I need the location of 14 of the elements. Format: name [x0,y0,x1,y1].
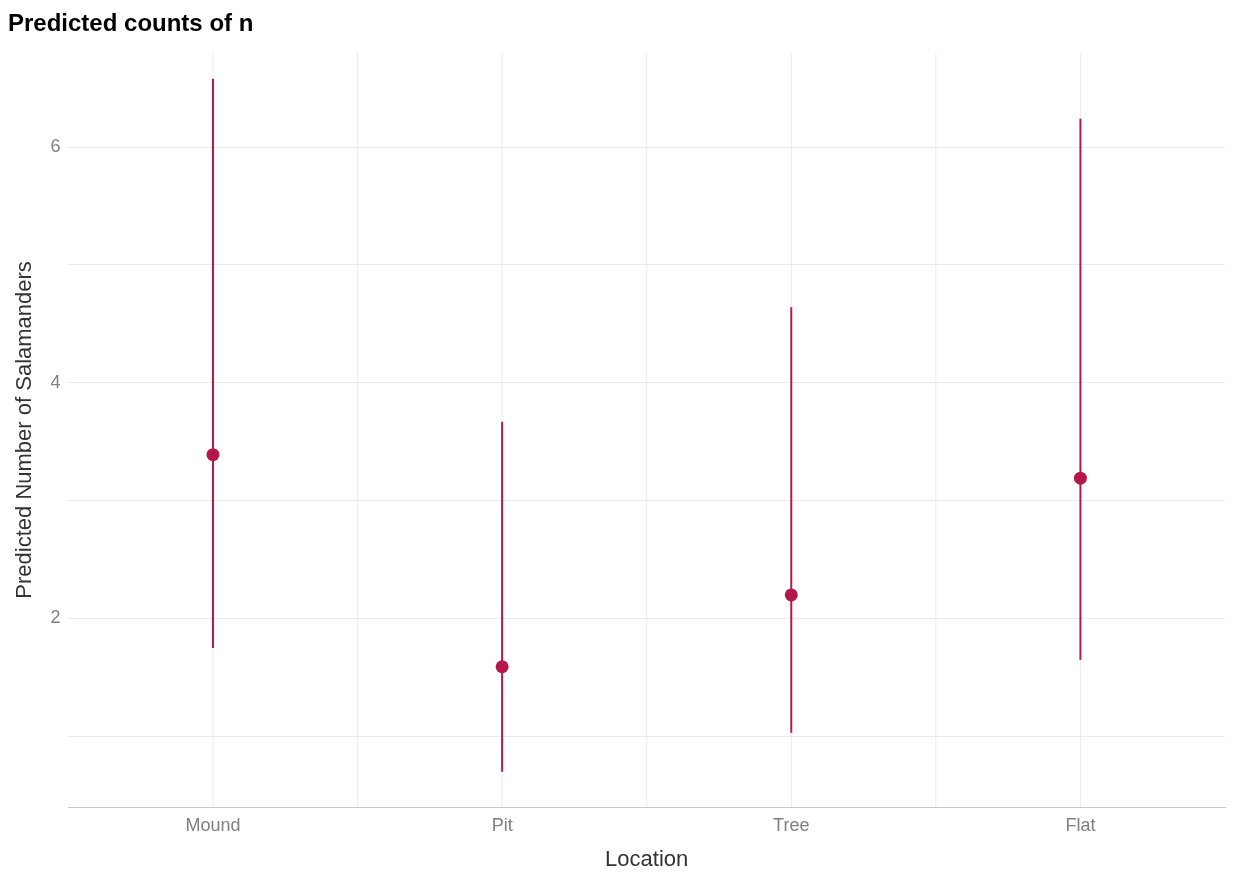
x-axis-title: Location [605,845,689,871]
x-tick-label: Pit [491,814,513,835]
y-tick-label: 6 [50,136,61,157]
y-tick-label: 2 [50,607,61,628]
x-tick-label: Mound [185,814,241,835]
y-axis-title: Predicted Number of Salamanders [11,261,37,599]
point [784,588,798,602]
point [1073,471,1087,485]
x-tick-label: Tree [773,814,810,835]
chart-title: Predicted counts of n [8,9,254,37]
point [206,448,220,462]
y-tick-label: 4 [50,371,61,392]
x-tick-label: Flat [1065,814,1096,835]
point [495,660,509,674]
